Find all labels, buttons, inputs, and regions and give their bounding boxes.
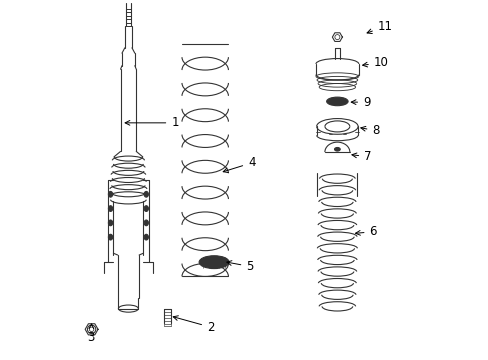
Ellipse shape bbox=[108, 220, 112, 226]
Text: 8: 8 bbox=[360, 124, 379, 137]
Ellipse shape bbox=[144, 206, 148, 211]
Ellipse shape bbox=[144, 234, 148, 240]
Text: 10: 10 bbox=[362, 56, 388, 69]
Ellipse shape bbox=[203, 258, 224, 266]
Ellipse shape bbox=[199, 256, 229, 269]
Ellipse shape bbox=[326, 97, 347, 106]
Text: 1: 1 bbox=[125, 116, 179, 129]
Ellipse shape bbox=[108, 206, 112, 211]
Text: 11: 11 bbox=[366, 20, 392, 33]
Text: 2: 2 bbox=[173, 316, 214, 334]
Ellipse shape bbox=[108, 234, 112, 240]
Text: 3: 3 bbox=[87, 324, 95, 344]
Ellipse shape bbox=[331, 99, 342, 104]
Text: 5: 5 bbox=[226, 260, 253, 273]
Text: 7: 7 bbox=[351, 150, 371, 163]
Ellipse shape bbox=[108, 192, 112, 197]
Text: 6: 6 bbox=[355, 225, 376, 238]
Ellipse shape bbox=[144, 220, 148, 226]
Text: 9: 9 bbox=[350, 96, 370, 109]
Text: 4: 4 bbox=[223, 156, 255, 172]
Ellipse shape bbox=[144, 192, 148, 197]
Ellipse shape bbox=[334, 148, 340, 151]
